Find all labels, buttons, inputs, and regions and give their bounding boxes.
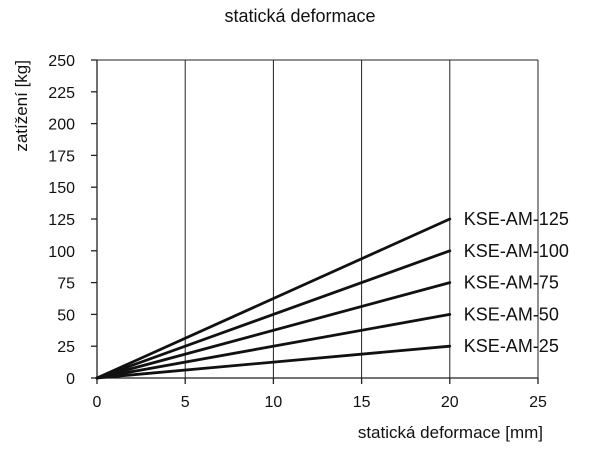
y-tick-label: 25 [57,339,75,356]
y-tick-label: 175 [48,148,75,165]
series-line [95,217,452,380]
y-tick-label: 0 [66,371,75,388]
y-axis-title: zatížení [kg] [12,60,31,152]
grid [97,59,539,378]
series-label: KSE-AM-25 [464,336,559,356]
y-tick-label: 150 [48,180,75,197]
series-label: KSE-AM-100 [464,241,569,261]
series-label: KSE-AM-125 [464,209,569,229]
x-tick-label: 0 [93,394,102,411]
series-line [95,281,452,380]
y-tick-label: 200 [48,117,75,134]
y-tick-label: 225 [48,85,75,102]
x-tick-label: 5 [181,394,190,411]
series-label: KSE-AM-75 [464,273,559,293]
x-tick-label: 20 [441,394,459,411]
series-line [95,312,452,380]
x-tick-label: 25 [529,394,547,411]
series-line [95,344,452,380]
x-tick-label: 15 [353,394,371,411]
y-tick-label: 50 [57,307,75,324]
series: KSE-AM-125 KSE-AM-100 KSE-AM-75 KSE-AM-50 KS… [95,209,569,380]
y-tick-label: 100 [48,244,75,261]
series-label: KSE-AM-50 [464,304,559,324]
x-tick-label: 10 [265,394,283,411]
x-axis-title: statická deformace [mm] [358,423,543,442]
series-line [95,249,452,380]
y-tick-label: 75 [57,276,75,293]
y-tick-label: 125 [48,212,75,229]
chart-title: statická deformace [224,6,375,26]
y-tick-label: 250 [48,53,75,70]
